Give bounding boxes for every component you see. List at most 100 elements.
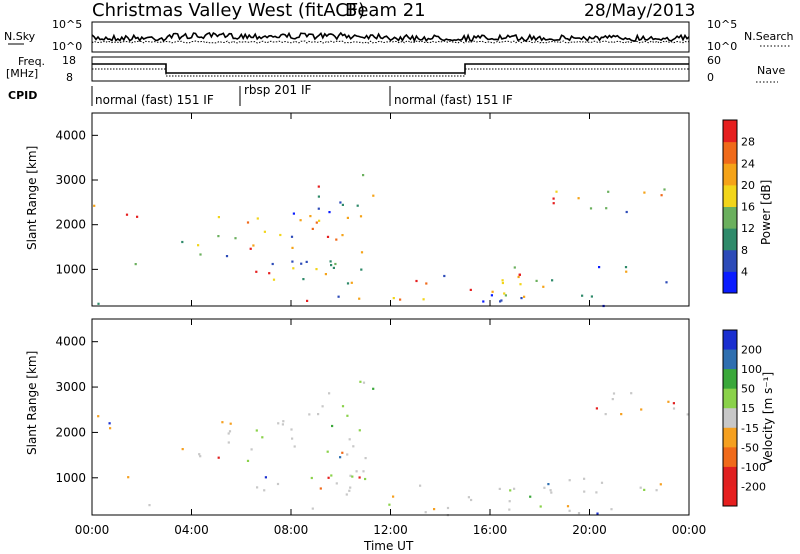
heatmap-cell <box>388 503 391 506</box>
nave-tick-bottom: 0 <box>707 71 714 84</box>
heatmap-cell <box>250 448 253 451</box>
heatmap-cell <box>596 512 599 515</box>
power-colorbar-tick: 16 <box>741 201 755 214</box>
velocity-colorbar-swatch <box>723 330 737 351</box>
heatmap-cell <box>328 392 331 395</box>
freq-label-line2: [MHz] <box>6 67 38 80</box>
heatmap-cell <box>293 445 296 448</box>
heatmap-cell <box>498 487 501 490</box>
heatmap-cell <box>503 292 506 295</box>
heatmap-cell <box>566 505 570 508</box>
heatmap-cell <box>686 413 689 416</box>
heatmap-cell <box>589 207 593 210</box>
heatmap-cell <box>672 402 675 405</box>
heatmap-cell <box>309 215 312 218</box>
heatmap-cell <box>551 279 554 282</box>
power-colorbar-swatch <box>723 249 737 272</box>
heatmap-cell <box>346 282 350 285</box>
heatmap-cell <box>317 413 320 416</box>
freq-trace <box>92 63 689 74</box>
power-y-axis: 1000 2000 3000 4000 <box>55 128 98 276</box>
velocity-colorbar-frame <box>722 329 738 507</box>
velocity-colorbar-swatch <box>723 388 737 409</box>
heatmap-cell <box>324 273 327 276</box>
heatmap-cell <box>612 392 616 395</box>
velocity-ylabel: Slant Range [km] <box>25 351 39 455</box>
heatmap-cell <box>332 266 335 269</box>
heatmap-cell <box>221 421 224 424</box>
heatmap-cell <box>326 235 330 238</box>
heatmap-cell <box>256 486 259 489</box>
heatmap-cell <box>352 445 355 448</box>
heatmap-cell <box>256 217 259 220</box>
heatmap-cell <box>228 430 232 433</box>
heatmap-cell <box>292 212 295 215</box>
xtick-label: 20:00 <box>572 523 607 537</box>
xtick-label: 00:00 <box>75 523 110 537</box>
heatmap-cell <box>227 441 230 444</box>
heatmap-cell <box>467 496 470 499</box>
heatmap-cell <box>345 493 348 496</box>
heatmap-cell <box>523 295 526 298</box>
heatmap-cell <box>246 459 250 462</box>
velocity-colorbar: 200 100 50 15 -15 -50 -100 -200 <box>722 329 766 507</box>
heatmap-cell <box>335 482 338 485</box>
station-title: Christmas Valley West (fitACF) <box>92 0 365 21</box>
heatmap-cell <box>660 194 663 197</box>
heatmap-cell <box>519 283 522 286</box>
time-x-axis: 00:00 04:00 08:00 12:00 16:00 20:00 00:00 <box>75 113 707 537</box>
heatmap-cell <box>339 201 342 204</box>
heatmap-cell <box>577 512 581 515</box>
heatmap-cell <box>349 486 352 489</box>
heatmap-cell <box>136 215 139 218</box>
heatmap-cell <box>300 262 303 265</box>
nsky-tick-top: 10^5 <box>52 18 82 31</box>
cpid-label: CPID <box>8 89 37 102</box>
power-ytick-label: 2000 <box>55 218 86 232</box>
heatmap-cell <box>360 251 364 254</box>
xtick-label: 00:00 <box>672 523 707 537</box>
heatmap-cell <box>630 392 633 395</box>
heatmap-cell <box>358 476 361 479</box>
velocity-colorbar-tick: 100 <box>741 363 762 376</box>
velocity-colorbar-swatch <box>723 349 737 370</box>
heatmap-cell <box>349 474 352 477</box>
heatmap-cell <box>272 278 276 281</box>
heatmap-cell <box>125 213 129 216</box>
heatmap-cell <box>227 432 230 435</box>
freq-tick-bottom: 8 <box>66 71 73 84</box>
freq-label-line1: Freq. <box>18 55 45 68</box>
heatmap-cell <box>341 203 344 206</box>
heatmap-cell <box>317 185 320 188</box>
heatmap-cell <box>255 270 258 273</box>
heatmap-cell <box>199 455 202 458</box>
heatmap-cell <box>595 407 598 410</box>
heatmap-cell <box>501 279 504 282</box>
heatmap-cell <box>577 197 580 200</box>
heatmap-cell <box>549 489 552 492</box>
heatmap-cell <box>605 207 608 210</box>
velocity-colorbar-swatch <box>723 486 737 507</box>
heatmap-cell <box>425 282 428 285</box>
heatmap-cell <box>318 219 321 222</box>
nsearch-tick-bottom: 10^0 <box>707 40 737 53</box>
power-ylabel: Slant Range [km] <box>25 146 39 250</box>
velocity-heatmap <box>97 380 689 517</box>
heatmap-cell <box>217 235 220 238</box>
nave-trace <box>92 68 689 77</box>
heatmap-cell <box>290 428 293 431</box>
heatmap-cell <box>291 437 294 440</box>
heatmap-cell <box>308 413 311 416</box>
power-colorbar-swatch <box>723 184 737 207</box>
nave-label: Nave <box>757 64 785 77</box>
heatmap-cell <box>331 424 334 428</box>
heatmap-cell <box>360 268 363 271</box>
cpid-segment-3: normal (fast) 151 IF <box>394 93 513 107</box>
power-colorbar-swatch <box>723 206 737 229</box>
velocity-colorbar-tick: -15 <box>741 422 759 435</box>
heatmap-cell <box>604 413 607 416</box>
heatmap-cell <box>482 300 485 303</box>
freq-panel-frame <box>91 56 690 82</box>
nsearch-tick-top: 10^5 <box>707 18 737 31</box>
